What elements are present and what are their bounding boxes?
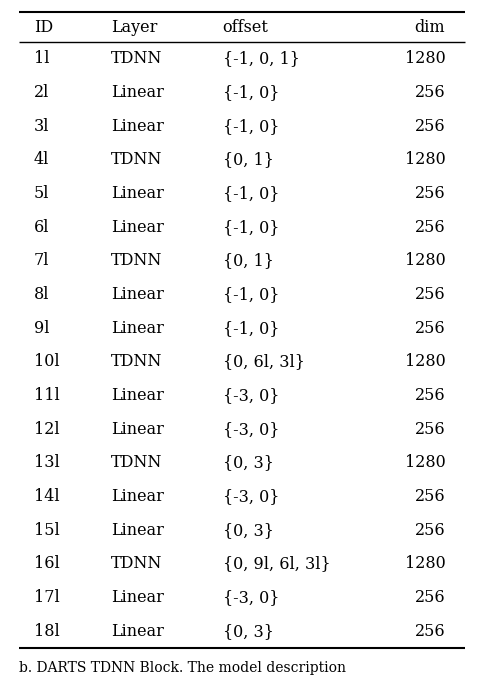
Text: 256: 256 (415, 623, 445, 640)
Text: 2l: 2l (34, 84, 49, 101)
Text: {0, 1}: {0, 1} (223, 151, 273, 168)
Text: 15l: 15l (34, 522, 60, 539)
Text: Linear: Linear (111, 420, 164, 438)
Text: b. DARTS TDNN Block. The model description: b. DARTS TDNN Block. The model descripti… (19, 661, 347, 675)
Text: {0, 1}: {0, 1} (223, 253, 273, 269)
Text: {-1, 0}: {-1, 0} (223, 118, 279, 134)
Text: 256: 256 (415, 286, 445, 303)
Text: 5l: 5l (34, 185, 49, 202)
Text: TDNN: TDNN (111, 151, 163, 168)
Text: {-3, 0}: {-3, 0} (223, 420, 279, 438)
Text: Linear: Linear (111, 387, 164, 404)
Text: TDNN: TDNN (111, 354, 163, 370)
Text: {-1, 0}: {-1, 0} (223, 185, 279, 202)
Text: 1280: 1280 (405, 354, 445, 370)
Text: {-1, 0, 1}: {-1, 0, 1} (223, 50, 300, 68)
Text: 256: 256 (415, 219, 445, 236)
Text: 256: 256 (415, 387, 445, 404)
Text: 12l: 12l (34, 420, 60, 438)
Text: {-3, 0}: {-3, 0} (223, 589, 279, 606)
Text: Linear: Linear (111, 623, 164, 640)
Text: 1280: 1280 (405, 253, 445, 269)
Text: Linear: Linear (111, 286, 164, 303)
Text: 7l: 7l (34, 253, 49, 269)
Text: Linear: Linear (111, 118, 164, 134)
Text: {-1, 0}: {-1, 0} (223, 286, 279, 303)
Text: ID: ID (34, 19, 53, 35)
Text: Linear: Linear (111, 84, 164, 101)
Text: 1l: 1l (34, 50, 49, 68)
Text: 10l: 10l (34, 354, 60, 370)
Text: TDNN: TDNN (111, 50, 163, 68)
Text: 4l: 4l (34, 151, 49, 168)
Text: 1280: 1280 (405, 555, 445, 572)
Text: offset: offset (223, 19, 269, 35)
Text: 6l: 6l (34, 219, 49, 236)
Text: TDNN: TDNN (111, 253, 163, 269)
Text: 16l: 16l (34, 555, 60, 572)
Text: TDNN: TDNN (111, 555, 163, 572)
Text: 256: 256 (415, 522, 445, 539)
Text: Layer: Layer (111, 19, 158, 35)
Text: Linear: Linear (111, 185, 164, 202)
Text: 13l: 13l (34, 454, 60, 471)
Text: 17l: 17l (34, 589, 60, 606)
Text: Linear: Linear (111, 589, 164, 606)
Text: Linear: Linear (111, 522, 164, 539)
Text: 1280: 1280 (405, 50, 445, 68)
Text: {0, 3}: {0, 3} (223, 454, 273, 471)
Text: 18l: 18l (34, 623, 60, 640)
Text: {-3, 0}: {-3, 0} (223, 387, 279, 404)
Text: 256: 256 (415, 84, 445, 101)
Text: dim: dim (415, 19, 445, 35)
Text: {-3, 0}: {-3, 0} (223, 488, 279, 505)
Text: 256: 256 (415, 118, 445, 134)
Text: 256: 256 (415, 589, 445, 606)
Text: {0, 3}: {0, 3} (223, 623, 273, 640)
Text: Linear: Linear (111, 219, 164, 236)
Text: 256: 256 (415, 319, 445, 337)
Text: 11l: 11l (34, 387, 60, 404)
Text: TDNN: TDNN (111, 454, 163, 471)
Text: 1280: 1280 (405, 151, 445, 168)
Text: 256: 256 (415, 488, 445, 505)
Text: {-1, 0}: {-1, 0} (223, 219, 279, 236)
Text: 14l: 14l (34, 488, 60, 505)
Text: {-1, 0}: {-1, 0} (223, 84, 279, 101)
Text: {0, 3}: {0, 3} (223, 522, 273, 539)
Text: 1280: 1280 (405, 454, 445, 471)
Text: 256: 256 (415, 185, 445, 202)
Text: 3l: 3l (34, 118, 49, 134)
Text: 8l: 8l (34, 286, 49, 303)
Text: {0, 6l, 3l}: {0, 6l, 3l} (223, 354, 304, 370)
Text: Linear: Linear (111, 488, 164, 505)
Text: {-1, 0}: {-1, 0} (223, 319, 279, 337)
Text: 9l: 9l (34, 319, 49, 337)
Text: {0, 9l, 6l, 3l}: {0, 9l, 6l, 3l} (223, 555, 331, 572)
Text: 256: 256 (415, 420, 445, 438)
Text: Linear: Linear (111, 319, 164, 337)
